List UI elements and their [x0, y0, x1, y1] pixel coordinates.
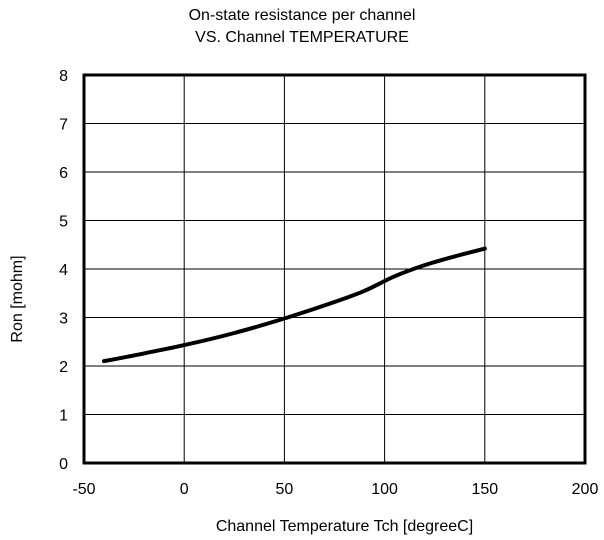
chart-title-line-1: On-state resistance per channel: [188, 7, 416, 24]
chart-title-line-2: VS. Channel TEMPERATURE: [195, 29, 409, 46]
x-tick-label: 0: [180, 481, 189, 498]
y-tick-label: 8: [59, 68, 68, 85]
y-tick-label: 7: [59, 117, 68, 134]
x-tick-label: 100: [371, 481, 398, 498]
x-tick-label: 150: [471, 481, 498, 498]
x-tick-label: 50: [276, 481, 294, 498]
x-axis-label: Channel Temperature Tch [degreeC]: [216, 518, 473, 535]
x-tick-label: -50: [72, 481, 95, 498]
y-tick-label: 6: [59, 165, 68, 182]
y-tick-label: 1: [59, 408, 68, 425]
plot-frame: [82, 73, 587, 465]
series-layer: [102, 246, 487, 364]
y-tick-label: 3: [59, 311, 68, 328]
grid: [84, 75, 585, 463]
x-tick-label: 200: [572, 481, 599, 498]
y-tick-label: 2: [59, 359, 68, 376]
y-axis-label: Ron [mohm]: [9, 255, 26, 342]
y-tick-label: 0: [59, 456, 68, 473]
y-tick-label: 5: [59, 214, 68, 231]
y-tick-label: 4: [59, 262, 68, 279]
series-line: [102, 246, 487, 364]
